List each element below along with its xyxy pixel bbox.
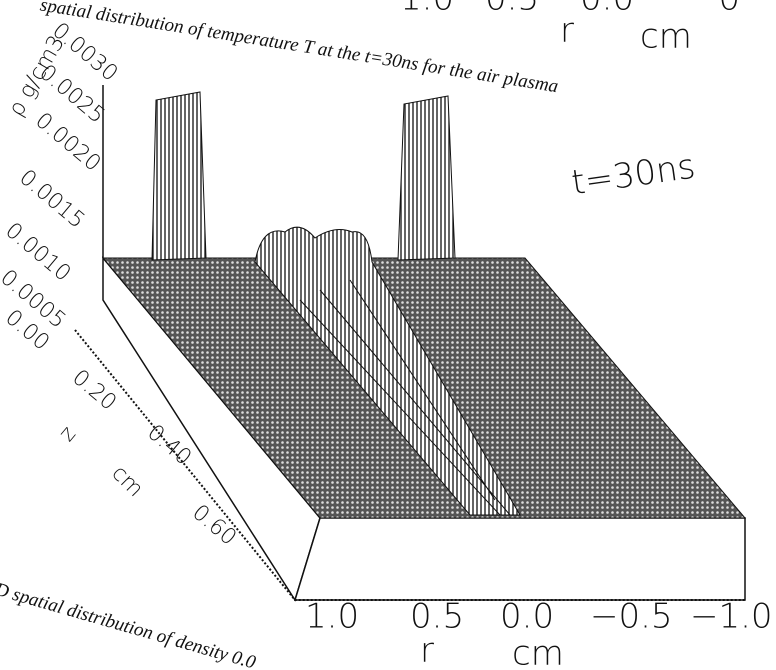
tick-label: 0.60 (187, 500, 241, 551)
z-axis: 0.0030 0.0025 0.0020 0.0015 0.0010 0.000… (0, 18, 122, 356)
time-annotation: t=30ns (569, 146, 698, 203)
left-fin (152, 92, 206, 260)
axis-label: z (55, 422, 82, 447)
front-face (295, 518, 745, 600)
axis-label: cm (107, 461, 148, 502)
axis-label: cm (640, 17, 692, 57)
top-caption: spatial distribution of temperature T at… (39, 0, 560, 97)
top-axis: 1.0 0.5 0.0 −0 r cm (400, 0, 740, 57)
caption-text: spatial distribution of temperature T at… (39, 0, 560, 97)
bottom-caption: D spatial distribution of density 0.0 (0, 579, 258, 670)
axis-label: cm (512, 634, 564, 670)
tick-label: −1.0 (690, 597, 773, 637)
tick-label: 0.5 (485, 0, 539, 19)
tick-label: 0.0015 (14, 165, 89, 234)
axis-label: r (560, 11, 574, 51)
tick-label: 0.0 (500, 597, 554, 637)
r-axis: 1.0 0.5 0.0 −0.5 −1.0 r cm (305, 597, 773, 670)
tick-label: −0 (690, 0, 740, 19)
tick-label: 0.0 (580, 0, 634, 19)
figure: spatial distribution of temperature T at… (0, 0, 776, 670)
tick-label: 1.0 (305, 597, 359, 637)
tick-label: 0.5 (410, 597, 464, 637)
tick-label: 1.0 (400, 0, 454, 19)
axis-label: r (420, 631, 434, 670)
tick-label: −0.5 (590, 597, 673, 637)
right-fin (398, 96, 455, 260)
tick-label: 0.20 (67, 365, 121, 416)
